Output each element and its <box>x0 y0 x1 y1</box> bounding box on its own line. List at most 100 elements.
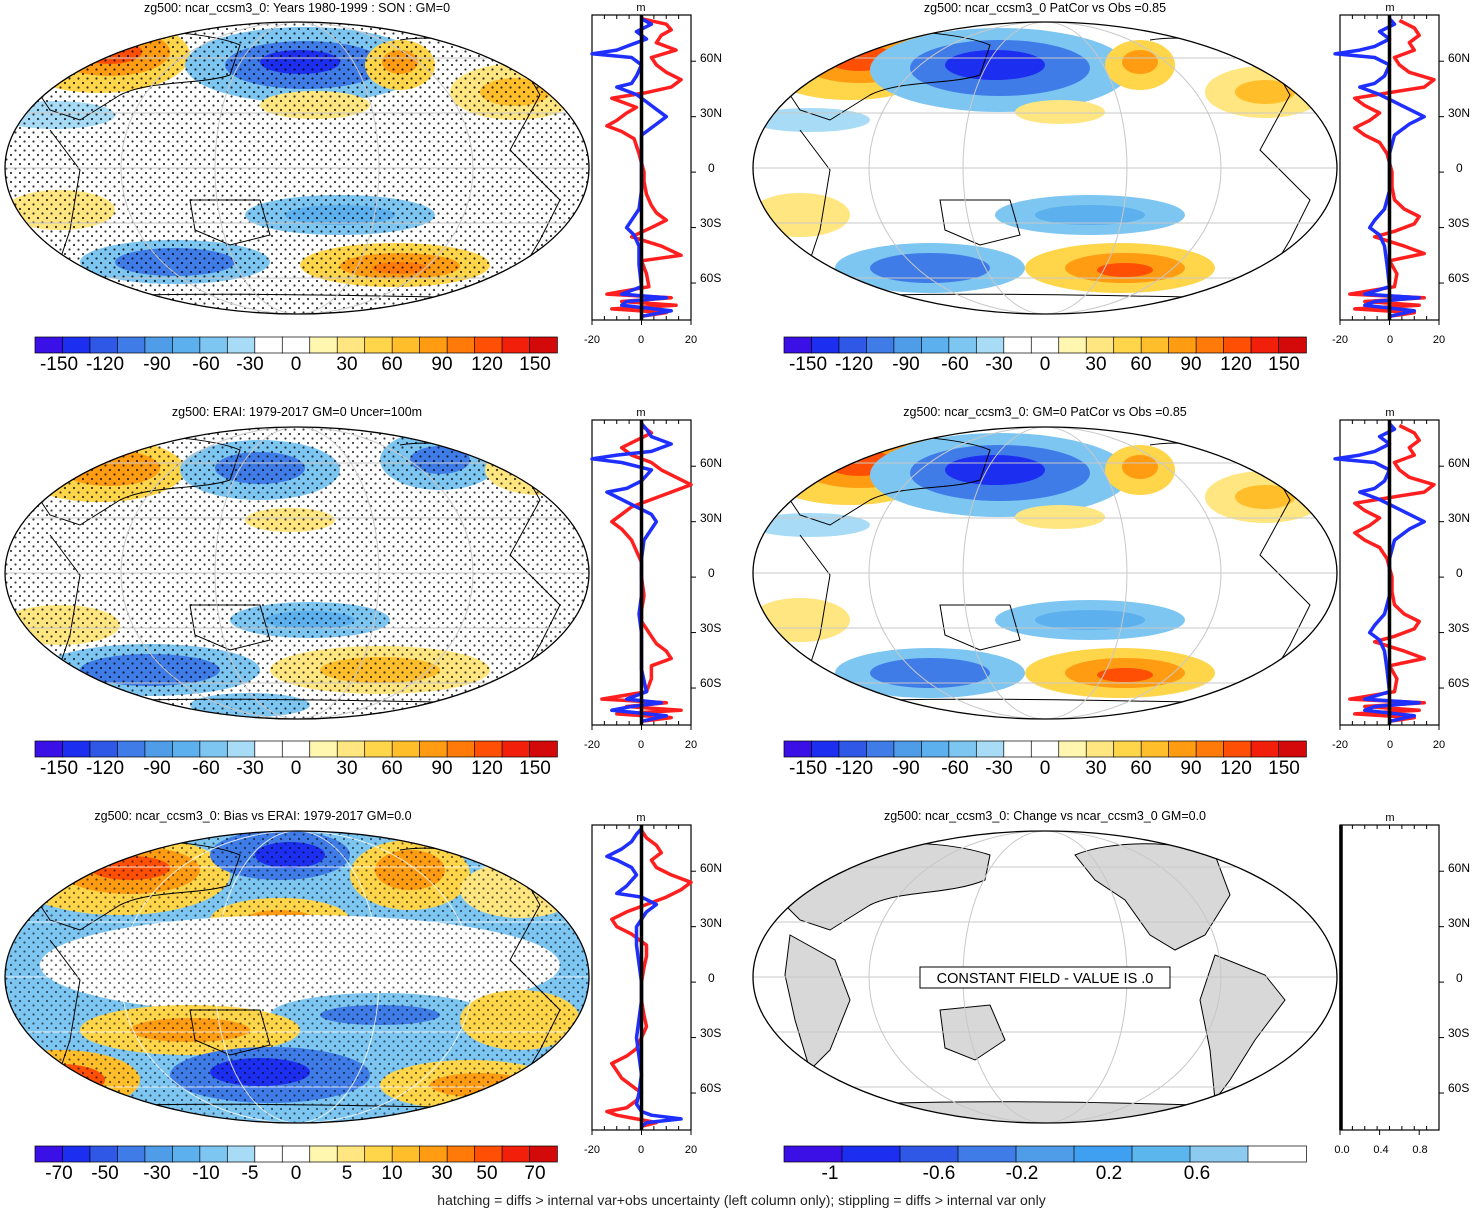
colorbar-swatch <box>811 740 840 758</box>
colorbar-swatch <box>281 336 311 354</box>
profile-xtick: 0.8 <box>1412 1144 1427 1156</box>
colorbar-swatch <box>893 336 923 354</box>
colorbar-swatch <box>117 1145 146 1163</box>
colorbar-swatch <box>1247 1145 1307 1163</box>
colorbar-label: 120 <box>471 758 503 779</box>
colorbar-label: 120 <box>471 354 503 375</box>
colorbar-swatch <box>199 1145 229 1163</box>
colorbar-label: 0 <box>1040 758 1051 779</box>
profile-xtick: -20 <box>1332 334 1348 346</box>
colorbar-swatch <box>838 740 868 758</box>
colorbar-swatch <box>254 1145 284 1163</box>
map-title: zg500: ncar_ccsm3_0: Change vs ncar_ccsm… <box>884 809 1206 823</box>
colorbar-swatch <box>144 1145 174 1163</box>
lat-label: 60N <box>700 861 722 875</box>
lat-label: 60S <box>1448 1081 1469 1095</box>
lat-label: 0 <box>1456 161 1463 175</box>
colorbar-swatch <box>117 336 146 354</box>
colorbar-swatch <box>783 336 813 354</box>
colorbar-swatch <box>391 336 421 354</box>
colorbar-swatch <box>89 1145 119 1163</box>
lat-label: 30S <box>1448 621 1469 635</box>
colorbar-label: -150 <box>40 354 78 375</box>
colorbar-swatch <box>281 740 311 758</box>
colorbar-label: 30 <box>1085 758 1106 779</box>
colorbar-swatch <box>199 336 229 354</box>
colorbar-swatch <box>172 336 201 354</box>
colorbar-swatch <box>309 336 338 354</box>
colorbar-swatch <box>1015 1145 1075 1163</box>
lat-label: 30N <box>1448 106 1470 120</box>
map-outline <box>752 426 1338 720</box>
colorbar-label: -1 <box>822 1163 839 1184</box>
colorbar-swatch <box>501 740 531 758</box>
lat-label: 0 <box>708 161 715 175</box>
profile-unit: m <box>1385 812 1394 824</box>
map-title: zg500: ncar_ccsm3_0: Bias vs ERAI: 1979-… <box>94 809 411 823</box>
colorbar-swatch <box>117 740 146 758</box>
lat-label: 60S <box>1448 676 1469 690</box>
colorbar-swatch <box>226 740 256 758</box>
panel-1: zg500: ncar_ccsm3_0: Years 1980-1999 : S… <box>4 1 722 375</box>
colorbar-swatch <box>419 336 448 354</box>
zonal-profile: m -20 0 20 60N 30N 0 30S 60S <box>1332 407 1470 751</box>
colorbar-label: -150 <box>789 354 827 375</box>
colorbar-swatch <box>866 740 895 758</box>
colorbar: -70 -50 -30 -10 -5 0 5 10 30 50 70 <box>34 1145 558 1184</box>
colorbar-swatch <box>1073 1145 1133 1163</box>
colorbar-label: 150 <box>519 758 551 779</box>
colorbar-label: -70 <box>45 1163 72 1184</box>
colorbar-label: 120 <box>1220 758 1252 779</box>
colorbar-swatch <box>529 1145 558 1163</box>
colorbar-swatch <box>446 740 476 758</box>
lat-label: 0 <box>1456 566 1463 580</box>
colorbar-swatch <box>474 740 503 758</box>
colorbar-label: 120 <box>1220 354 1252 375</box>
colorbar-label: 30 <box>336 354 357 375</box>
colorbar-swatch <box>948 740 978 758</box>
colorbar-swatch <box>921 336 950 354</box>
colorbar-label: 0.2 <box>1096 1163 1122 1184</box>
map-title: zg500: ncar_ccsm3_0 PatCor vs Obs =0.85 <box>924 1 1166 15</box>
zonal-profile: m -20 0 20 60N 30N 0 30S 60S <box>584 2 722 346</box>
colorbar-label: 0 <box>291 758 302 779</box>
colorbar-swatch <box>199 740 229 758</box>
colorbar-swatch <box>893 740 923 758</box>
colorbar-swatch <box>446 1145 476 1163</box>
colorbar-swatch <box>474 336 503 354</box>
colorbar-label: -90 <box>143 758 170 779</box>
colorbar-swatch <box>62 740 91 758</box>
lat-label: 30S <box>700 1026 721 1040</box>
map-outline <box>4 830 590 1124</box>
colorbar-swatch <box>62 1145 91 1163</box>
map-field <box>5 831 589 1123</box>
colorbar-swatch <box>446 336 476 354</box>
colorbar-label: -60 <box>192 758 219 779</box>
colorbar-swatch <box>501 1145 531 1163</box>
panel-3: zg500: ERAI: 1979-2017 GM=0 Uncer=100m <box>4 405 722 779</box>
colorbar-label: 0 <box>291 1163 302 1184</box>
colorbar-swatch <box>1058 740 1087 758</box>
profile-unit: m <box>636 812 645 824</box>
profile-line-blue <box>590 422 673 724</box>
colorbar-label: 150 <box>1268 354 1300 375</box>
figure-footer: hatching = diffs > internal var+obs unce… <box>437 1192 1046 1208</box>
colorbar-label: -5 <box>242 1163 259 1184</box>
profile-xtick: 20 <box>685 334 697 346</box>
map-title: zg500: ERAI: 1979-2017 GM=0 Uncer=100m <box>172 405 422 419</box>
colorbar-swatch <box>62 336 91 354</box>
profile-line-blue <box>605 827 683 1128</box>
colorbar-swatch <box>391 1145 421 1163</box>
colorbar-swatch <box>364 740 393 758</box>
colorbar-swatch <box>529 336 558 354</box>
map-title: zg500: ncar_ccsm3_0: Years 1980-1999 : S… <box>144 1 450 15</box>
colorbar-label: -120 <box>835 758 873 779</box>
colorbar-swatch <box>254 740 284 758</box>
colorbar-label: -120 <box>86 758 124 779</box>
zonal-profile: m -20 0 20 60N 30N 0 30S 60S <box>584 812 722 1156</box>
colorbar-swatch <box>172 1145 201 1163</box>
colorbar-label: -30 <box>985 758 1012 779</box>
colorbar-swatch <box>1058 336 1087 354</box>
colorbar-label: 90 <box>431 354 452 375</box>
profile-xtick: 0 <box>1387 334 1393 346</box>
